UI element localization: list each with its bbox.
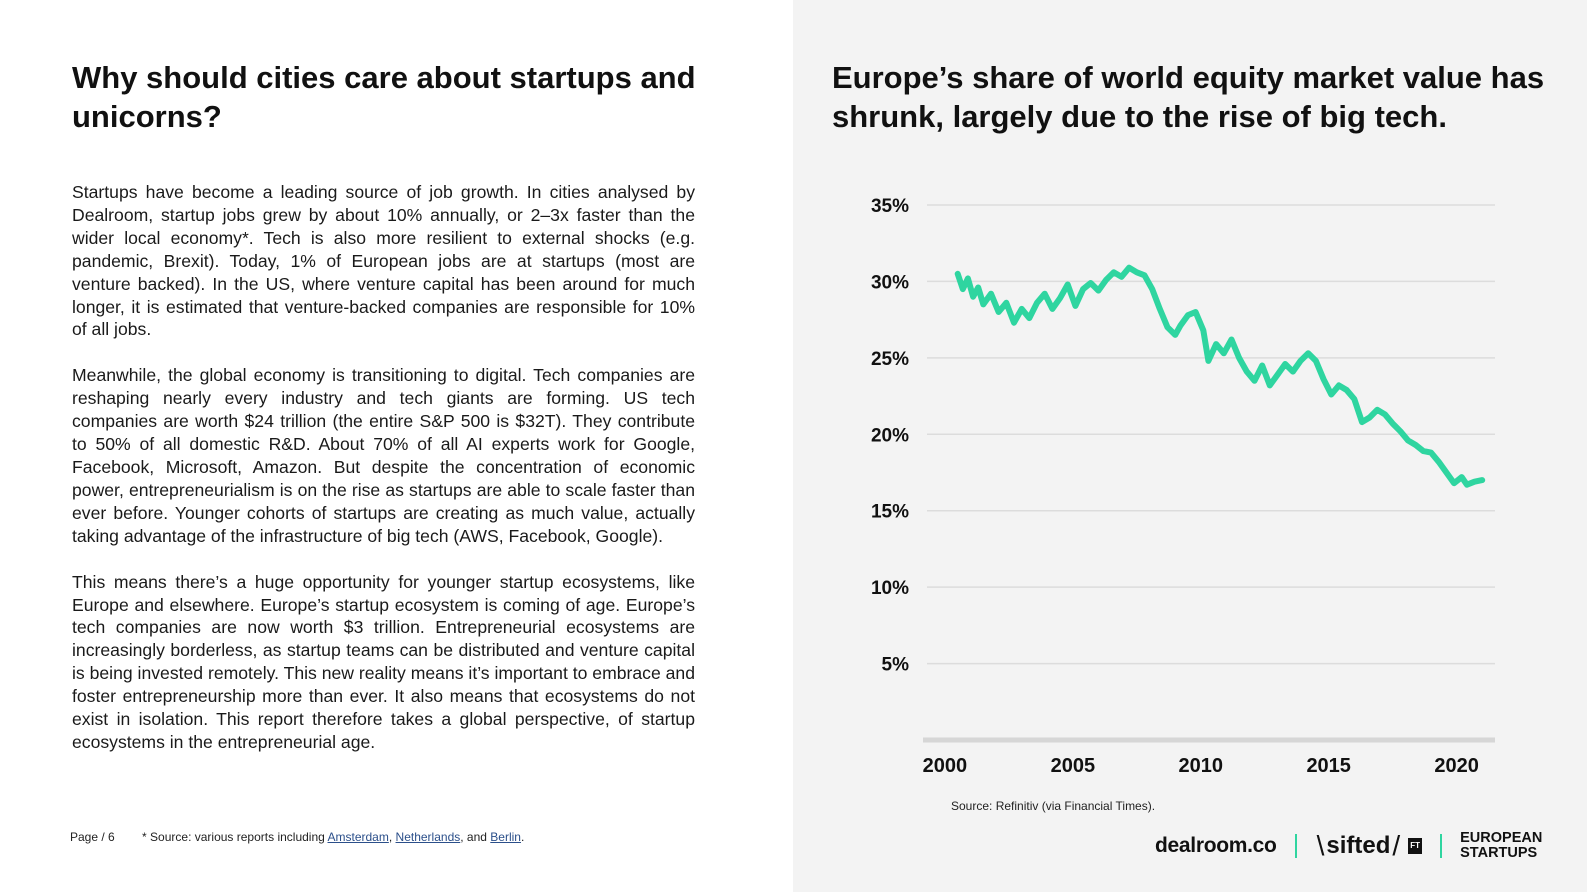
y-tick-label: 30% — [871, 272, 909, 293]
slash-icon: \ — [1316, 830, 1325, 861]
paragraph-3: This means there’s a huge opportunity fo… — [72, 571, 695, 752]
paragraph-2: Meanwhile, the global economy is transit… — [72, 365, 695, 546]
y-tick-label: 5% — [882, 655, 910, 676]
logo-bar: dealroom.co \ sifted / FT EUROPEAN START… — [1155, 826, 1542, 866]
chart-svg: 5% 10% 15% 20% 25% 30% 35% 2000 2005 2010 2015 202… — [871, 196, 1495, 777]
x-tick-label: 2015 — [1306, 755, 1351, 777]
chart-title: Europe’s share of world equity market va… — [832, 60, 1545, 134]
footnote-period: . — [520, 830, 525, 844]
y-tick-label: 10% — [871, 578, 909, 599]
left-panel: Why should cities care about startups an… — [0, 0, 793, 892]
sifted-logo: \ sifted / FT — [1315, 830, 1423, 862]
link-netherlands[interactable]: Netherlands — [395, 830, 461, 844]
eu-logo-line2: STARTUPS — [1460, 845, 1538, 861]
european-startups-logo: EUROPEAN STARTUPS — [1460, 831, 1542, 861]
footnote-and: , and — [460, 830, 487, 844]
dealroom-logo: dealroom.co — [1155, 834, 1277, 857]
sifted-wordmark: sifted — [1326, 832, 1391, 859]
footnote-comma: , — [388, 830, 393, 844]
footer: Page / 6 * Source: various reports inclu… — [70, 830, 524, 844]
source-note: Source: Refinitiv (via Financial Times). — [951, 799, 1156, 813]
page-title: Why should cities care about startups an… — [72, 60, 696, 134]
x-tick-label: 2000 — [923, 755, 968, 777]
logo-divider — [1294, 834, 1297, 858]
right-panel: Europe’s share of world equity market va… — [793, 0, 1587, 892]
eu-logo-line1: EUROPEAN — [1460, 830, 1543, 846]
footnote-prefix: * Source: various reports including — [142, 830, 325, 844]
link-amsterdam[interactable]: Amsterdam — [327, 830, 389, 844]
y-tick-label: 25% — [871, 349, 909, 370]
page-number: Page / 6 — [70, 830, 115, 844]
link-berlin[interactable]: Berlin — [490, 830, 521, 844]
series-line — [954, 264, 1486, 488]
paragraph-1: Startups have become a leading source of… — [72, 182, 695, 340]
y-tick-label: 15% — [871, 502, 909, 523]
ft-logo: FT — [1408, 838, 1423, 854]
x-tick-label: 2005 — [1051, 755, 1096, 777]
y-tick-label: 35% — [871, 196, 909, 217]
body-text: Startups have become a leading source of… — [72, 181, 695, 777]
slash-icon: / — [1392, 830, 1401, 861]
y-tick-label: 20% — [871, 425, 909, 446]
logo-divider — [1440, 834, 1443, 858]
x-tick-label: 2020 — [1434, 755, 1479, 777]
line-chart: 5% 10% 15% 20% 25% 30% 35% 2000 2005 2010 2015 202… — [853, 180, 1573, 790]
x-tick-label: 2010 — [1179, 755, 1224, 777]
